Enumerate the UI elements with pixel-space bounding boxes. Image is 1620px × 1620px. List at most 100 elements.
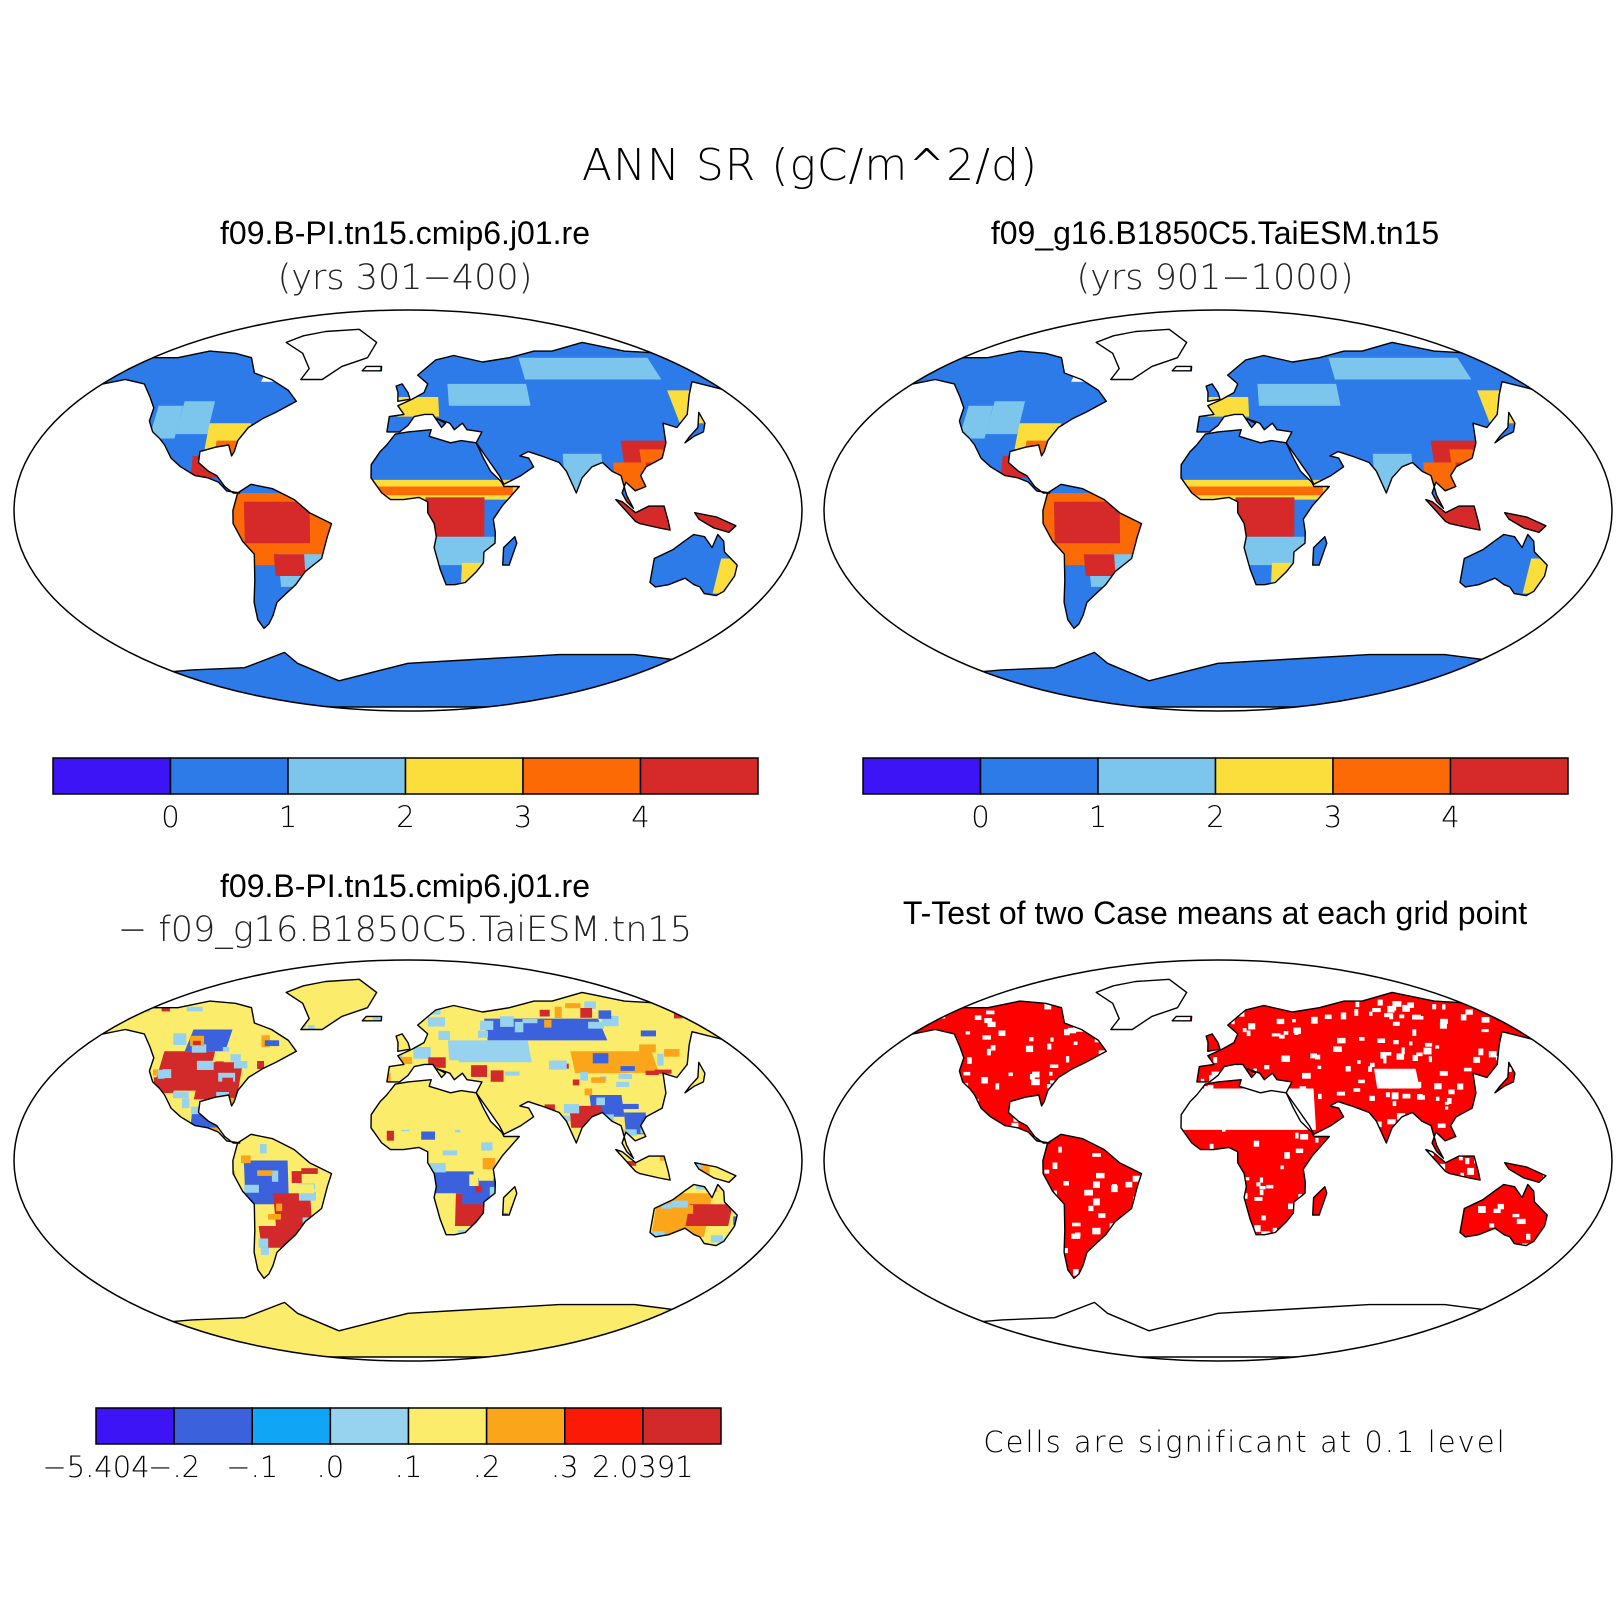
not-significant-cell: [949, 1156, 954, 1160]
anomaly-cell: [646, 1106, 654, 1114]
not-significant-cell: [1478, 1206, 1486, 1213]
not-significant-cell: [1407, 1002, 1414, 1008]
not-significant-cell: [1158, 1074, 1165, 1080]
anomaly-cell: [310, 1237, 323, 1245]
not-significant-cell: [1376, 1192, 1382, 1196]
not-significant-cell: [947, 1128, 955, 1132]
anomaly-cell: [293, 1118, 310, 1127]
anomaly-cell: [348, 1194, 361, 1206]
anomaly-cell: [621, 1103, 639, 1110]
land-uk: [396, 1033, 410, 1052]
anomaly-cell: [271, 1170, 279, 1182]
anomaly-cell: [413, 999, 430, 1011]
anomaly-cell: [146, 1057, 156, 1062]
not-significant-cell: [1024, 1164, 1030, 1170]
not-significant-cell: [1392, 1005, 1397, 1011]
anomaly-cell: [174, 1228, 193, 1241]
anomaly-cell: [543, 1249, 556, 1262]
not-significant-cell: [1324, 1014, 1332, 1020]
anomaly-cell: [442, 1150, 458, 1156]
not-significant-cell: [1098, 1213, 1106, 1218]
not-significant-cell: [933, 1162, 941, 1167]
not-significant-cell: [934, 1072, 942, 1076]
anomaly-cell: [152, 1111, 159, 1120]
anomaly-cell: [98, 1164, 112, 1175]
indochina: [613, 462, 649, 489]
not-significant-cell: [1485, 1079, 1494, 1084]
not-significant-cell: [1460, 1014, 1467, 1021]
southern-africa: [433, 536, 496, 566]
anomaly-cell: [773, 1153, 782, 1162]
not-significant-cell: [893, 1230, 902, 1236]
anomaly-cell: [435, 1267, 444, 1276]
not-significant-cell: [1383, 1058, 1387, 1064]
not-significant-cell: [1419, 1095, 1425, 1100]
anomaly-cell: [512, 1280, 521, 1287]
anomaly-cell: [422, 1006, 430, 1013]
not-significant-cell: [1195, 1038, 1204, 1044]
anomaly-cell: [428, 1057, 446, 1068]
colorbar-swatch: [1214, 757, 1334, 795]
not-significant-cell: [1258, 998, 1263, 1006]
not-significant-cell: [1015, 1214, 1025, 1219]
not-significant-cell: [1403, 1262, 1411, 1268]
colorbar-swatch: [95, 1407, 175, 1445]
anomaly-cell: [413, 1047, 431, 1059]
anomaly-cell: [711, 1019, 727, 1029]
anomaly-cell: [132, 1113, 144, 1122]
anomaly-cell: [581, 1245, 597, 1257]
not-significant-cell: [1417, 1081, 1422, 1089]
not-significant-cell: [875, 1116, 883, 1120]
not-significant-cell: [1478, 1048, 1484, 1056]
anomaly-cell: [723, 1155, 736, 1160]
not-significant-cell: [981, 1077, 988, 1084]
anomaly-cell: [77, 1088, 88, 1101]
not-significant-cell: [1175, 1203, 1182, 1209]
not-significant-cell: [858, 1147, 862, 1153]
not-significant-cell: [1264, 1065, 1270, 1070]
not-significant-cell: [939, 1081, 945, 1086]
not-significant-cell: [1172, 1025, 1178, 1030]
not-significant-cell: [1224, 1007, 1231, 1014]
anomaly-cell: [442, 1060, 459, 1070]
colorbar-tick-label: 4: [631, 800, 650, 834]
anomaly-cell: [323, 1257, 333, 1262]
colorbar-top-left: [52, 757, 759, 795]
not-significant-cell: [1173, 1181, 1183, 1186]
not-significant-cell: [1283, 1269, 1292, 1274]
not-significant-cell: [1428, 1056, 1433, 1063]
not-significant-cell: [1516, 1218, 1526, 1225]
europe-russia: [1257, 383, 1341, 406]
colorbar-swatch: [287, 757, 407, 795]
anomaly-cell: [577, 1166, 587, 1172]
anomaly-cell: [58, 1142, 71, 1146]
not-significant-cell: [1349, 1211, 1354, 1215]
not-significant-cell: [1446, 1098, 1452, 1104]
congo: [425, 497, 485, 537]
not-significant-cell: [1183, 1060, 1191, 1066]
not-significant-cell: [1222, 1104, 1228, 1110]
coastline-madagascar: [1312, 1186, 1328, 1216]
not-significant-cell: [1128, 1264, 1132, 1272]
anomaly-cell: [710, 1235, 724, 1243]
not-significant-cell: [1253, 1140, 1260, 1147]
not-significant-cell: [1491, 1002, 1501, 1009]
anomaly-cell: [279, 1013, 288, 1023]
not-significant-cell: [1146, 1022, 1154, 1028]
anomaly-cell: [732, 1281, 746, 1294]
anomaly-cell: [477, 1274, 485, 1281]
not-significant-cell: [1368, 1066, 1373, 1072]
anomaly-cell: [381, 1037, 394, 1045]
anomaly-cell: [480, 1020, 494, 1030]
not-significant-cell: [907, 1126, 912, 1130]
anomaly-cell: [101, 1092, 111, 1101]
anomaly-cell: [664, 1049, 680, 1057]
coastline-iceland: [1171, 365, 1193, 372]
anomaly-cell: [417, 1272, 427, 1283]
anomaly-cell: [191, 1044, 207, 1053]
maritime-continent: [615, 497, 736, 533]
anomaly-cell: [645, 1070, 659, 1076]
not-significant-cell: [1513, 1022, 1521, 1027]
colorbar-tick-label: .3: [550, 1450, 579, 1484]
anomaly-cell: [534, 1209, 544, 1215]
